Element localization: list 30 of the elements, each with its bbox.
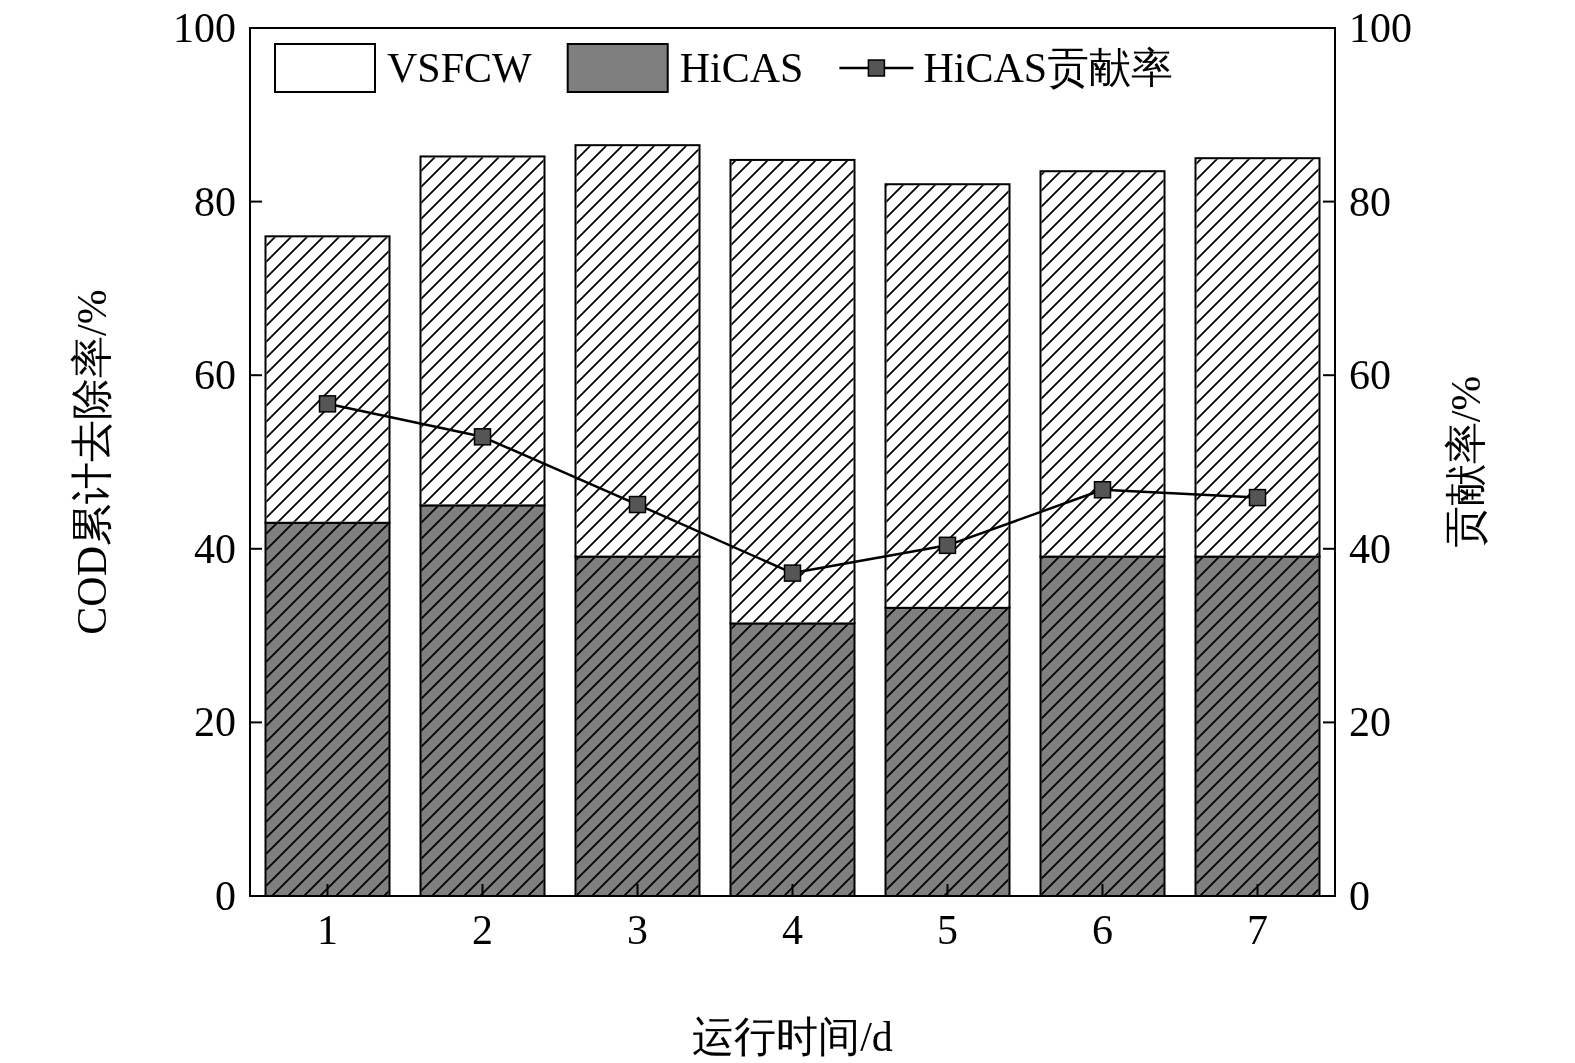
- y2-tick-label: 0: [1349, 873, 1370, 919]
- x-tick-label: 3: [627, 907, 648, 953]
- y-tick-label: 20: [194, 699, 236, 746]
- y-tick-label: 40: [194, 525, 236, 572]
- y-tick-label: 100: [173, 5, 236, 51]
- point: [1248, 488, 1267, 507]
- x-tick-label: 2: [472, 907, 493, 953]
- legend-label: VSFCW: [387, 45, 533, 91]
- y2-tick-label: 100: [1349, 5, 1412, 51]
- y2-tick-label: 60: [1349, 352, 1391, 399]
- x-tick-label: 5: [937, 907, 958, 953]
- y-tick-label: 0: [215, 873, 236, 919]
- y-axis-title: COD累计去除率/%: [69, 289, 115, 635]
- y2-axis-title: 贡献率/%: [1443, 375, 1489, 549]
- legend-label: HiCAS贡献率: [923, 45, 1174, 91]
- x-axis-title: 运行时间/d: [692, 1014, 893, 1060]
- y-tick-label: 60: [194, 352, 236, 399]
- point: [1093, 481, 1112, 499]
- y2-tick-label: 80: [1349, 178, 1391, 225]
- x-tick-label: 1: [317, 907, 338, 953]
- point: [473, 428, 492, 446]
- y-tick-label: 80: [194, 178, 236, 225]
- point: [628, 495, 647, 514]
- point: [318, 395, 337, 413]
- legend-label: HiCAS: [679, 45, 804, 91]
- x-tick-label: 7: [1247, 907, 1268, 953]
- x-tick-label: 4: [782, 907, 803, 953]
- y2-tick-label: 40: [1349, 525, 1391, 572]
- x-tick-label: 6: [1092, 907, 1113, 953]
- y2-tick-label: 20: [1349, 699, 1391, 746]
